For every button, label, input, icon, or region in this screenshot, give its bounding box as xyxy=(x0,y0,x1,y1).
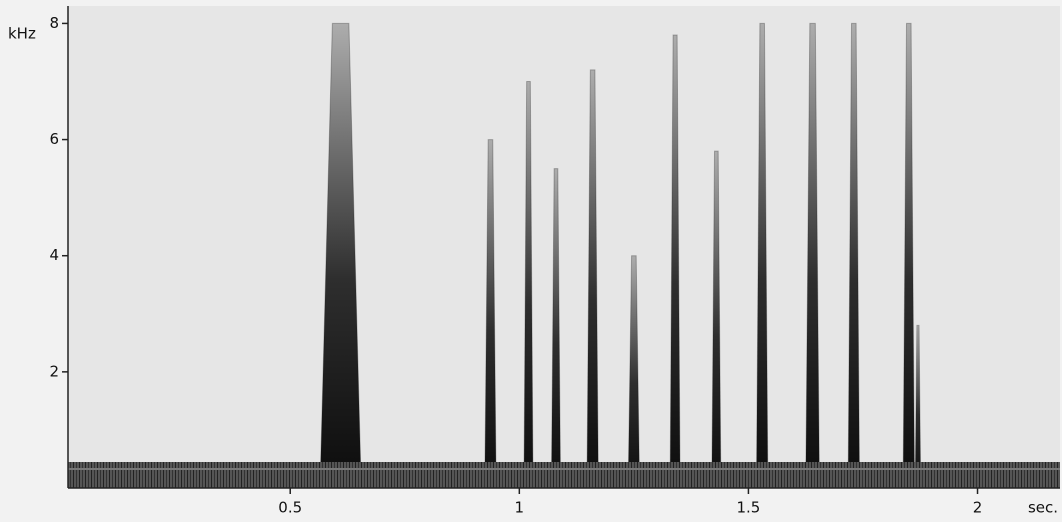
y-axis-label: kHz xyxy=(8,25,36,43)
y-tick-label: 2 xyxy=(49,362,59,380)
x-tick-label: 2 xyxy=(973,499,983,517)
y-tick-label: 4 xyxy=(49,246,59,264)
x-tick-label: 1 xyxy=(515,499,525,517)
x-tick-label: 1.5 xyxy=(736,499,760,517)
noise-band xyxy=(68,462,1060,488)
x-tick-label: 0.5 xyxy=(278,499,302,517)
plot-background xyxy=(68,6,1060,488)
y-tick-label: 8 xyxy=(49,14,59,32)
x-axis-label: sec. xyxy=(1028,499,1058,517)
y-tick-label: 6 xyxy=(49,130,59,148)
